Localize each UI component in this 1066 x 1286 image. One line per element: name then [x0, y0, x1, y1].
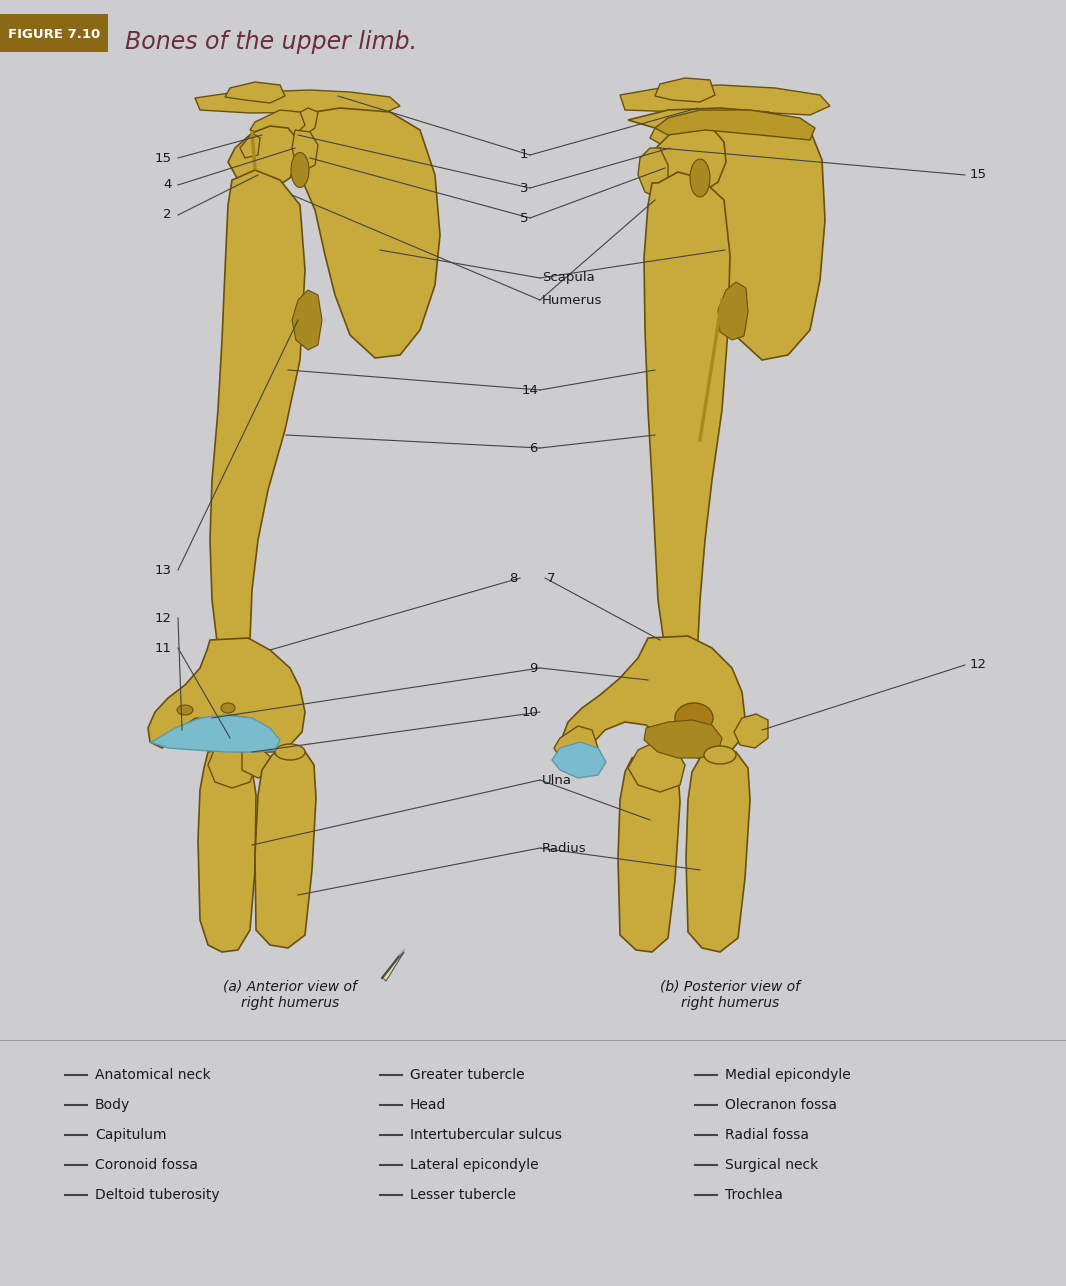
Text: FIGURE 7.10: FIGURE 7.10 [7, 28, 100, 41]
Polygon shape [288, 108, 440, 358]
Text: Humerus: Humerus [542, 293, 602, 306]
Ellipse shape [291, 153, 309, 188]
Text: Intertubercular sulcus: Intertubercular sulcus [410, 1128, 562, 1142]
Text: Anatomical neck: Anatomical neck [95, 1067, 211, 1082]
Text: 10: 10 [521, 706, 538, 719]
Text: 15: 15 [970, 168, 987, 181]
Polygon shape [644, 720, 722, 757]
Text: Radius: Radius [542, 841, 586, 854]
Polygon shape [554, 727, 598, 768]
Polygon shape [648, 126, 726, 195]
Polygon shape [618, 750, 680, 952]
Text: Olecranon fossa: Olecranon fossa [725, 1098, 837, 1112]
Polygon shape [195, 90, 400, 114]
Text: 15: 15 [155, 152, 172, 165]
Text: 9: 9 [530, 661, 538, 674]
Polygon shape [650, 118, 698, 148]
Ellipse shape [168, 728, 196, 748]
Text: Surgical neck: Surgical neck [725, 1157, 819, 1172]
Text: 8: 8 [510, 571, 518, 585]
Text: Lesser tubercle: Lesser tubercle [410, 1188, 516, 1202]
Text: Medial epicondyle: Medial epicondyle [725, 1067, 851, 1082]
Polygon shape [383, 952, 404, 981]
Text: 12: 12 [155, 612, 172, 625]
Text: Trochlea: Trochlea [725, 1188, 782, 1202]
Text: Scapula: Scapula [542, 271, 595, 284]
Ellipse shape [675, 703, 713, 733]
Text: (a) Anterior view of
right humerus: (a) Anterior view of right humerus [223, 980, 357, 1011]
Text: 6: 6 [530, 441, 538, 454]
Ellipse shape [690, 159, 710, 197]
Text: 2: 2 [163, 208, 172, 221]
Ellipse shape [275, 745, 305, 760]
Text: Deltoid tuberosity: Deltoid tuberosity [95, 1188, 220, 1202]
Polygon shape [255, 745, 316, 948]
Polygon shape [628, 108, 825, 360]
Text: 14: 14 [521, 383, 538, 396]
Polygon shape [228, 126, 298, 190]
Polygon shape [620, 85, 830, 114]
Text: 3: 3 [519, 181, 528, 194]
Polygon shape [242, 748, 272, 778]
Polygon shape [292, 108, 318, 135]
Text: 13: 13 [155, 563, 172, 576]
Polygon shape [644, 172, 730, 655]
Text: 1: 1 [519, 148, 528, 162]
Text: Head: Head [410, 1098, 447, 1112]
Polygon shape [208, 742, 255, 788]
Text: Lateral epicondyle: Lateral epicondyle [410, 1157, 538, 1172]
Ellipse shape [704, 746, 736, 764]
Polygon shape [240, 132, 260, 158]
Text: (b) Posterior view of
right humerus: (b) Posterior view of right humerus [660, 980, 800, 1011]
Polygon shape [637, 148, 668, 198]
Ellipse shape [177, 705, 193, 715]
Text: 11: 11 [155, 642, 172, 655]
Text: 4: 4 [163, 179, 172, 192]
Text: Capitulum: Capitulum [95, 1128, 166, 1142]
Text: 5: 5 [519, 211, 528, 225]
Polygon shape [210, 170, 305, 655]
Polygon shape [655, 78, 715, 102]
Polygon shape [552, 742, 605, 778]
Text: Coronoid fossa: Coronoid fossa [95, 1157, 198, 1172]
Polygon shape [251, 111, 305, 135]
Text: Radial fossa: Radial fossa [725, 1128, 809, 1142]
Polygon shape [198, 748, 256, 952]
Ellipse shape [221, 703, 235, 712]
Text: Ulna: Ulna [542, 773, 572, 787]
Polygon shape [208, 715, 258, 752]
Polygon shape [148, 638, 305, 752]
Polygon shape [225, 82, 285, 103]
Polygon shape [655, 111, 815, 140]
Polygon shape [718, 282, 748, 340]
Polygon shape [150, 715, 280, 752]
Polygon shape [687, 748, 750, 952]
FancyBboxPatch shape [0, 14, 108, 51]
Text: 7: 7 [547, 571, 555, 585]
Text: Body: Body [95, 1098, 130, 1112]
Polygon shape [562, 637, 745, 757]
Text: Greater tubercle: Greater tubercle [410, 1067, 524, 1082]
Polygon shape [734, 714, 768, 748]
Text: 12: 12 [970, 658, 987, 671]
Polygon shape [628, 742, 685, 792]
Polygon shape [292, 130, 318, 170]
Text: Bones of the upper limb.: Bones of the upper limb. [125, 30, 417, 54]
Polygon shape [292, 291, 322, 350]
